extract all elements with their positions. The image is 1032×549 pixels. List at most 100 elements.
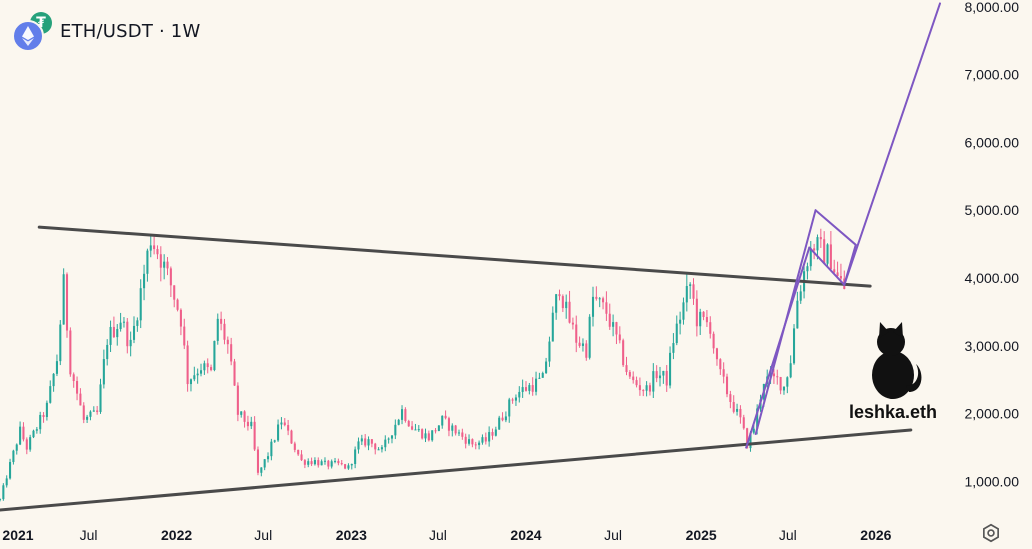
candle-body xyxy=(782,386,786,391)
price-tick-label: 7,000.00 xyxy=(965,67,1020,83)
candle-body xyxy=(598,298,601,300)
candle xyxy=(119,312,122,332)
time-tick-label: 2021 xyxy=(2,527,33,543)
candle-body xyxy=(76,381,79,394)
projection-line[interactable] xyxy=(843,2,941,286)
candle-body xyxy=(498,417,501,430)
candle xyxy=(193,366,196,382)
candle-body xyxy=(260,467,263,473)
candle-body xyxy=(431,430,434,441)
price-axis[interactable]: 1,000.00 2,000.00 3,000.00 4,000.00 5,000.00… xyxy=(965,0,1020,489)
candle xyxy=(347,463,350,470)
candle-body xyxy=(307,461,310,465)
candle xyxy=(344,463,347,470)
candle xyxy=(42,412,45,423)
candle-body xyxy=(591,296,595,317)
candle xyxy=(699,308,702,335)
flag-bottom-line[interactable] xyxy=(808,246,846,286)
candle-body xyxy=(193,375,196,380)
impulse-right-line[interactable] xyxy=(754,209,817,436)
candle xyxy=(531,377,534,396)
candle-body xyxy=(213,340,216,371)
candle-body xyxy=(565,301,568,309)
candle-body xyxy=(357,441,360,450)
candle-body xyxy=(705,317,708,323)
candle xyxy=(15,443,18,455)
candle-body xyxy=(545,361,548,374)
candle-body xyxy=(411,426,414,430)
candle xyxy=(55,354,58,377)
candle-body xyxy=(829,244,832,270)
symbol-header[interactable]: ₮ ETH/USDT · 1W xyxy=(10,12,200,52)
candle xyxy=(736,403,739,416)
candle-body xyxy=(605,302,608,314)
impulse-left-line[interactable] xyxy=(745,246,811,449)
candle xyxy=(662,370,665,384)
candle xyxy=(230,337,233,366)
candlestick-series xyxy=(0,228,846,502)
lower-trendline-line[interactable] xyxy=(0,428,913,512)
candle xyxy=(102,349,105,389)
candle xyxy=(169,266,172,298)
candle-body xyxy=(447,418,450,431)
candle-body xyxy=(471,439,474,445)
candle xyxy=(528,382,531,395)
candle xyxy=(210,364,213,372)
candle-body xyxy=(709,322,712,334)
candle xyxy=(682,297,685,325)
flag-top-line[interactable] xyxy=(814,209,857,246)
time-tick-label: Jul xyxy=(604,527,622,543)
price-tick-label: 6,000.00 xyxy=(965,134,1020,150)
time-axis[interactable]: 2021 Jul 2022 Jul 2023 Jul 2024 Jul 2025 Jul 2026 xyxy=(2,527,891,543)
candle-body xyxy=(196,373,199,376)
candle xyxy=(826,243,829,268)
candle xyxy=(632,371,635,384)
price-tick-label: 5,000.00 xyxy=(965,202,1020,218)
candle-body xyxy=(421,429,424,439)
candle xyxy=(715,347,719,366)
candle-body xyxy=(461,432,464,437)
candle xyxy=(555,293,558,320)
candle-body xyxy=(327,460,330,467)
candle xyxy=(478,440,481,450)
candle-body xyxy=(568,301,571,323)
candle-body xyxy=(833,269,836,273)
candle-body xyxy=(246,421,249,427)
candle-body xyxy=(665,370,668,386)
candle xyxy=(685,274,688,312)
candle xyxy=(364,434,367,448)
candle xyxy=(25,437,28,455)
candle xyxy=(411,421,414,431)
candle-body xyxy=(813,248,816,251)
candle xyxy=(598,296,601,308)
candle-body xyxy=(189,379,193,385)
candle xyxy=(213,340,216,372)
candle-body xyxy=(628,372,631,377)
candle-body xyxy=(290,430,293,444)
candle xyxy=(578,336,581,348)
candle xyxy=(789,355,792,379)
candle-body xyxy=(387,438,390,440)
settings-icon[interactable] xyxy=(980,522,1002,544)
candle xyxy=(689,282,692,299)
candle xyxy=(568,290,571,324)
candle xyxy=(829,231,832,270)
candle-body xyxy=(223,323,226,340)
candle-body xyxy=(451,425,454,431)
candle xyxy=(585,340,588,361)
candle xyxy=(159,246,162,282)
candle-body xyxy=(504,416,507,421)
candle xyxy=(62,268,65,325)
candle xyxy=(424,428,427,443)
candle-body xyxy=(491,432,494,436)
candle-body xyxy=(9,462,12,479)
candle xyxy=(374,442,377,455)
candle xyxy=(320,459,323,466)
watermark-text: leshka.eth xyxy=(849,402,937,422)
candle-body xyxy=(35,429,38,431)
candle xyxy=(223,318,226,345)
candle-body xyxy=(816,237,819,251)
candle xyxy=(96,405,99,415)
upper-trendline-line[interactable] xyxy=(37,225,872,288)
